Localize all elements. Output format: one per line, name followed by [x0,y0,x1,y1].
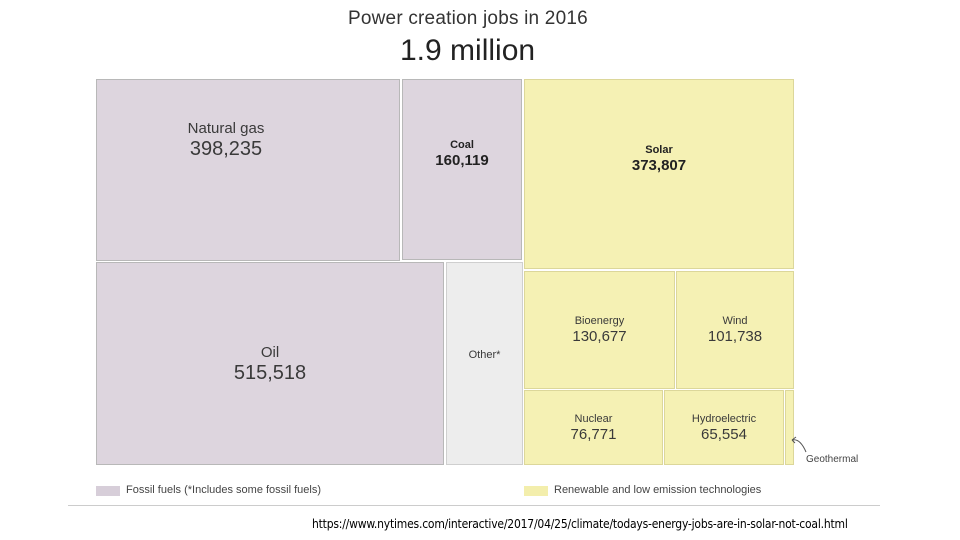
chart-total: 1.9 million [400,34,536,67]
cell-value-nuclear: 76,771 [570,425,617,443]
treemap-cell-hydroelectric: Hydroelectric 65,554 [664,390,784,465]
cell-label-wind: Wind [722,315,748,327]
cell-label-other: Other* [468,349,501,361]
cell-value-bioenergy: 130,677 [572,328,627,345]
treemap-cell-wind: Wind 101,738 [676,271,794,389]
cell-value-solar: 373,807 [631,157,687,174]
cell-value-oil: 515,518 [233,361,307,384]
cell-label-coal: Coal [450,138,474,151]
cell-label-solar: Solar [645,144,673,156]
cell-label-hydroelectric: Hydroelectric [691,412,757,425]
cell-label-natural-gas: Natural gas [187,120,265,137]
treemap-cell-oil: Oil 515,518 [96,262,444,465]
cell-label-bioenergy: Bioenergy [574,315,625,327]
cell-value-natural-gas: 398,235 [189,138,263,160]
cell-value-coal: 160,119 [435,151,489,169]
source-url: https://www.nytimes.com/interactive/2017… [312,517,848,531]
chart-title: Power creation jobs in 2016 [348,8,588,29]
divider [68,505,880,506]
treemap-cell-coal: Coal 160,119 [402,79,522,260]
treemap-cell-other: Other* [446,262,523,465]
treemap-cell-nuclear: Nuclear 76,771 [524,390,663,465]
treemap-cell-solar: Solar 373,807 [524,79,794,269]
cell-label-nuclear: Nuclear [574,412,613,425]
geothermal-label: Geothermal [806,454,859,465]
treemap-cell-natural-gas: Natural gas 398,235 [96,79,400,261]
legend-swatch-renewable [524,486,548,496]
legend-swatch-fossil [96,486,120,496]
treemap-cell-geothermal [785,390,794,465]
treemap-cell-bioenergy: Bioenergy 130,677 [524,271,675,389]
legend-label-fossil: Fossil fuels (*Includes some fossil fuel… [126,484,322,496]
cell-label-oil: Oil [260,343,280,361]
geothermal-pointer-arrow [791,436,807,453]
cell-value-hydroelectric: 65,554 [701,425,747,443]
legend-label-renewable: Renewable and low emission technologies [554,484,762,496]
cell-value-wind: 101,738 [707,328,763,345]
